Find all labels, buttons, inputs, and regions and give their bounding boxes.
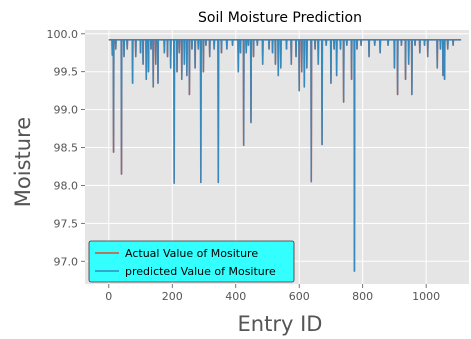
legend: Actual Value of Mositure predicted Value… bbox=[88, 240, 295, 283]
series-predicted-line bbox=[108, 39, 462, 272]
x-axis-ticks: 0 200 400 600 800 1000 bbox=[105, 284, 440, 303]
y-tick-label: 97.0 bbox=[54, 255, 79, 268]
x-tick-label: 400 bbox=[225, 290, 246, 303]
y-tick-label: 98.5 bbox=[54, 142, 79, 155]
y-tick-label: 100.0 bbox=[47, 28, 79, 41]
legend-box bbox=[88, 240, 295, 283]
y-tick-label: 97.5 bbox=[54, 217, 79, 230]
x-tick-label: 200 bbox=[162, 290, 183, 303]
y-tick-label: 99.0 bbox=[54, 104, 79, 117]
legend-label-actual: Actual Value of Mositure bbox=[125, 247, 258, 260]
x-tick-label: 0 bbox=[105, 290, 112, 303]
x-axis-title: Entry ID bbox=[238, 312, 323, 336]
y-axis-ticks: 97.0 97.5 98.0 98.5 99.0 99.5 100.0 bbox=[47, 28, 85, 268]
legend-label-predicted: predicted Value of Mositure bbox=[125, 265, 276, 278]
y-axis-title: Moisture bbox=[11, 117, 35, 207]
y-tick-label: 99.5 bbox=[54, 66, 79, 79]
x-tick-label: 800 bbox=[352, 290, 373, 303]
x-tick-label: 1000 bbox=[412, 290, 440, 303]
series-layer bbox=[108, 39, 462, 272]
x-tick-label: 600 bbox=[289, 290, 310, 303]
chart-title: Soil Moisture Prediction bbox=[198, 10, 362, 26]
y-tick-label: 98.0 bbox=[54, 179, 79, 192]
